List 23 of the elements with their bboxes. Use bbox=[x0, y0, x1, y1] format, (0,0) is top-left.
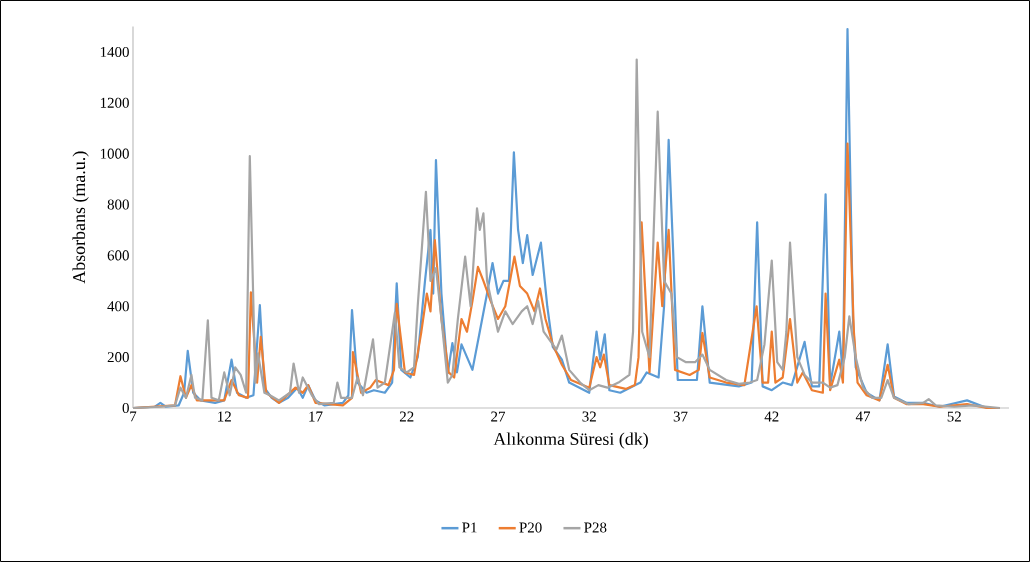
y-tick-label: 800 bbox=[107, 199, 129, 210]
x-tick-label: 47 bbox=[855, 411, 871, 422]
x-tick-label: 37 bbox=[673, 411, 688, 422]
y-tick-label: 400 bbox=[107, 301, 129, 312]
legend-label: P1 bbox=[462, 522, 477, 533]
x-tick-label: 27 bbox=[491, 411, 506, 422]
y-tick-label: 1200 bbox=[100, 97, 129, 108]
legend-label: P20 bbox=[519, 522, 542, 533]
x-tick-label: 7 bbox=[130, 411, 137, 422]
x-tick-label: 52 bbox=[947, 411, 961, 422]
x-tick-label: 12 bbox=[218, 411, 231, 422]
y-tick-label: 1400 bbox=[100, 46, 129, 57]
x-axis-title: Alıkonma Süresi (dk) bbox=[493, 432, 648, 449]
x-tick-label: 42 bbox=[764, 411, 779, 422]
x-tick-label: 17 bbox=[309, 411, 323, 422]
x-tick-label: 32 bbox=[582, 411, 596, 422]
y-tick-label: 200 bbox=[107, 352, 129, 363]
y-tick-label: 1000 bbox=[100, 148, 129, 159]
y-tick-label: 600 bbox=[107, 250, 129, 261]
y-axis-title: Absorbans (ma.u.) bbox=[72, 151, 89, 284]
x-tick-label: 22 bbox=[399, 411, 414, 422]
legend-label: P28 bbox=[584, 522, 607, 533]
y-tick-label: 0 bbox=[122, 402, 129, 414]
